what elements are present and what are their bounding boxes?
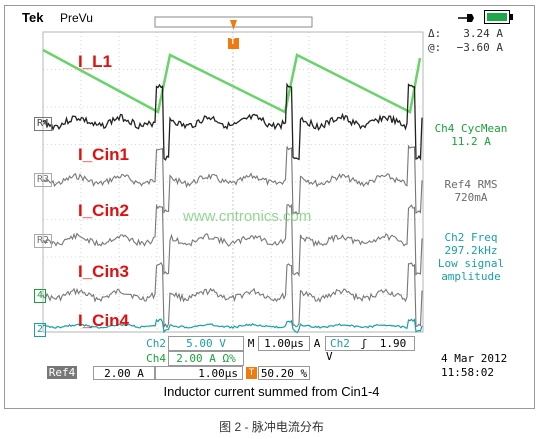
ch4-marker[interactable]: 4: [34, 289, 47, 303]
measurement-ref4-rms: Ref4 RMS 720mA: [428, 178, 514, 204]
measurement-title: Ch2 Freq: [444, 231, 498, 244]
measurement-note: amplitude: [441, 270, 501, 283]
label-icin4: I_Cin4: [78, 311, 130, 330]
cursor-at-label: @:: [428, 41, 442, 54]
plug-icon: [458, 11, 478, 23]
ch2-label[interactable]: Ch2: [128, 337, 166, 351]
ch2-marker[interactable]: 2: [34, 323, 47, 337]
cursor-delta-label: Δ:: [428, 27, 442, 40]
trace-icin1: [42, 82, 423, 161]
measurement-value: 297.2kHz: [444, 244, 498, 257]
trigger-pos-icon: T: [246, 367, 257, 379]
m-label: M: [245, 337, 257, 351]
ch4-label[interactable]: Ch4: [128, 352, 166, 366]
trace-icin4: [42, 262, 423, 329]
trigger-position[interactable]: 50.20 %: [258, 366, 310, 380]
trigger-setting[interactable]: Ch2 ʃ 1.90 V: [325, 336, 415, 363]
measurement-title: Ref4 RMS: [444, 178, 498, 191]
trace-ch2: [42, 318, 423, 334]
measurement-title: Ch4 CycMean: [434, 122, 508, 135]
measurement-ch2-freq: Ch2 Freq 297.2kHz Low signal amplitude: [428, 231, 514, 283]
measurement-note: Low signal: [437, 257, 505, 270]
ch4-scale[interactable]: 2.00 A Ω%: [168, 351, 244, 366]
ref3-marker[interactable]: R3: [34, 173, 53, 187]
trigger-mode: A: [311, 337, 323, 351]
label-icin3: I_Cin3: [78, 262, 130, 281]
ref4-marker[interactable]: R4: [34, 117, 53, 131]
figure-caption: 图 2 - 脉冲电流分布: [219, 420, 324, 434]
timebase-value[interactable]: 1.00µs: [258, 336, 310, 351]
ref4-scale[interactable]: 2.00 A: [93, 366, 155, 380]
label-icin1: I_Cin1: [78, 145, 130, 164]
cursor-labels: Δ: @:: [428, 27, 441, 55]
trigger-position-icon[interactable]: [228, 20, 239, 49]
trace-icin3: [42, 203, 423, 278]
label-icin2: I_Cin2: [78, 201, 130, 220]
ref4-badge[interactable]: Ref4: [47, 366, 77, 379]
measurement-value: 11.2 A: [451, 135, 491, 148]
watermark: www.cntronics.com: [183, 208, 312, 225]
label-il1: I_L1: [78, 52, 113, 71]
cursor-values: 3.24 A −3.60 A: [457, 27, 503, 55]
battery-icon: [484, 10, 514, 24]
ref2-marker[interactable]: R2: [34, 234, 53, 248]
ch2-scale[interactable]: 5.00 V: [168, 336, 244, 351]
trigger-level: 1.90 V: [326, 337, 407, 363]
trigger-slope-icon: ʃ: [360, 337, 368, 350]
cursor-delta-value: 3.24 A: [463, 27, 503, 40]
trace-il1: [42, 48, 422, 114]
date: 4 Mar 2012: [441, 352, 508, 365]
screenshot-caption: Inductor current summed from Cin1-4: [163, 384, 380, 399]
cursor-at-value: −3.60 A: [456, 41, 503, 54]
trigger-marker-label: T: [230, 37, 236, 47]
acquisition-mode: PreVu: [60, 11, 93, 25]
trace-icin2: [43, 144, 423, 215]
trigger-source: Ch2: [330, 337, 350, 350]
time: 11:58:02: [441, 366, 494, 379]
brand-logo: Tek: [22, 10, 44, 25]
ref4-time[interactable]: 1.00µs: [155, 366, 243, 380]
measurement-value: 720mA: [454, 191, 488, 204]
measurement-ch4-cycmean: Ch4 CycMean 11.2 A: [428, 122, 514, 148]
